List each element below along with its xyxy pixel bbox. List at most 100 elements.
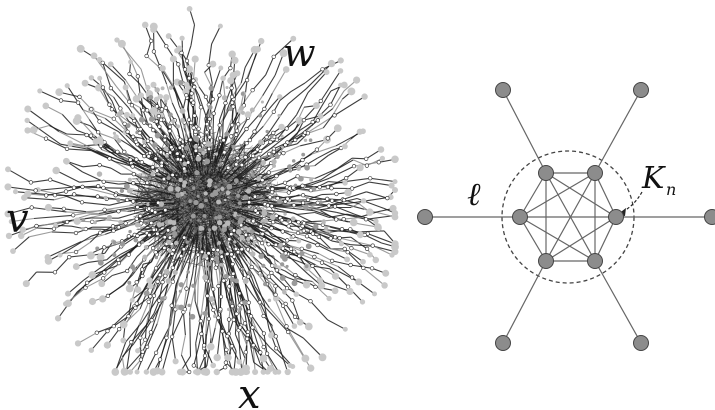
graph-edge [33,214,74,220]
graph-node [293,273,298,278]
graph-edge [304,68,323,84]
graph-node [341,198,347,203]
graph-node [184,286,189,291]
graph-node [127,188,133,194]
graph-node [337,68,344,74]
graph-edge [30,179,51,183]
graph-edge [166,253,173,271]
graph-edge [222,103,227,122]
graph-node [193,148,198,153]
graph-node [86,251,95,260]
graph-node [194,368,202,376]
graph-node [348,262,353,268]
graph-edge [240,67,246,84]
graph-node [139,160,144,165]
graph-node [74,114,82,122]
graph-node [305,131,311,136]
graph-edge [102,87,113,102]
graph-node [125,268,130,274]
graph-node [184,58,190,64]
graph-node [304,322,313,331]
graph-edge [186,139,195,159]
graph-edge [239,120,246,126]
graph-edge [138,164,151,172]
graph-node [231,56,239,65]
graph-node [259,354,268,363]
graph-node [261,313,266,319]
graph-edge [173,157,182,171]
graph-edge [317,244,348,260]
graph-node [81,226,85,231]
graph-edge [353,159,368,167]
graph-node [184,93,189,98]
graph-node [52,166,60,175]
graph-edge [234,334,246,359]
graph-edge [157,230,169,241]
graph-node [258,253,265,259]
graph-node [300,157,305,163]
graph-node [217,23,223,29]
graph-node [8,219,14,225]
graph-node [204,198,208,203]
graph-node [178,304,185,311]
graph-node [283,199,288,204]
leaf-node [495,335,511,351]
graph-edge [231,106,234,126]
graph-node [260,231,265,237]
graph-node [205,293,210,299]
graph-node [279,49,288,58]
graph-edge [232,193,253,196]
graph-edge [327,319,346,330]
graph-edge [125,350,131,373]
graph-node [364,163,370,168]
graph-node [178,137,183,142]
graph-edge [370,177,396,183]
graph-edge [314,173,326,179]
graph-node [235,193,241,198]
graph-node [325,196,330,201]
graph-edge [307,127,324,134]
graph-edge [69,254,88,258]
graph-node [350,275,355,280]
graph-edge [250,315,265,348]
graph-node [218,136,223,141]
graph-edge [182,312,186,336]
graph-node [277,113,281,118]
graph-node [137,242,142,247]
graph-node [376,225,382,231]
graph-node [61,206,66,211]
clique-edge [545,172,617,218]
graph-edge [135,296,151,309]
graph-node [71,213,76,218]
graph-node [168,85,174,90]
graph-node [340,81,348,89]
graph-node [52,193,58,198]
graph-node [198,202,205,209]
graph-node [244,141,249,146]
graph-node [244,126,249,132]
graph-edge [151,189,171,195]
graph-node [178,177,183,183]
graph-node [242,321,248,326]
graph-node [243,368,250,376]
graph-node [304,164,310,171]
graph-node [142,254,148,260]
graph-edge [306,235,329,249]
graph-node [261,263,266,268]
graph-node [301,228,306,233]
graph-node [201,151,206,156]
graph-edge [276,169,291,177]
graph-node [5,166,11,173]
graph-node [51,226,57,231]
graph-edge [101,149,109,153]
graph-edge [336,157,353,170]
graph-node [64,290,72,297]
graph-node [291,323,298,329]
graph-edge [82,164,100,168]
graph-node [122,149,127,154]
graph-node [107,61,114,68]
graph-node [154,168,160,173]
graph-node [191,125,196,130]
graph-node [344,188,352,197]
graph-node [272,163,276,168]
